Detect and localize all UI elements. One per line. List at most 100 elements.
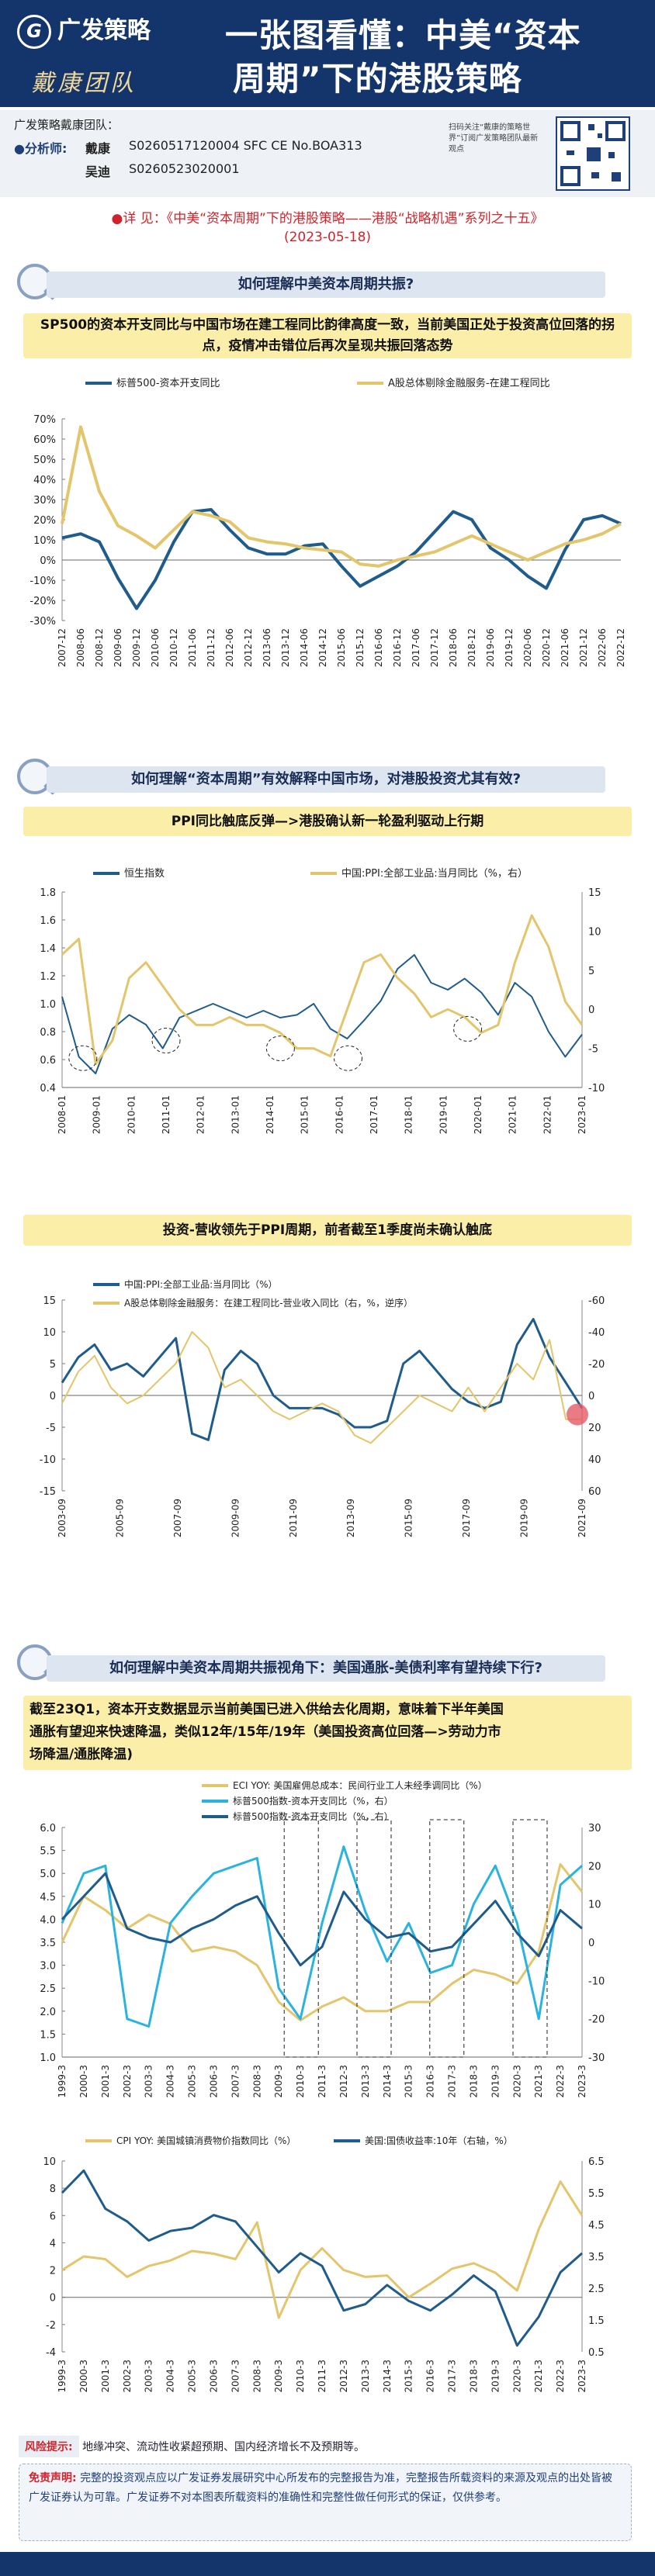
x-tick-label: 2023-3 (577, 2065, 587, 2098)
y-tick-label: 5.5 (40, 1846, 56, 1858)
x-tick-label: 2010-06 (150, 628, 161, 667)
x-tick-label: 2003-3 (144, 2360, 154, 2393)
legend-label: 标普500指数-资本开支同比（%，右） (233, 1795, 393, 1807)
analyst2-id: S0260523020001 (129, 161, 240, 176)
analyst2-name: 吴迪 (85, 164, 111, 179)
x-tick-label: 2008-06 (75, 628, 86, 667)
x-tick-label: 2009-12 (131, 628, 142, 667)
analyst-role-label: ●分析师: (14, 141, 68, 156)
risk-label: 风险提示: (19, 2436, 79, 2457)
trough-marker (151, 1028, 181, 1054)
x-tick-label: 2011-09 (288, 1499, 299, 1537)
y-right-tick-label: -5 (588, 1044, 598, 1056)
x-tick-label: 2022-3 (555, 2360, 566, 2393)
x-tick-label: 2013-01 (230, 1095, 241, 1134)
y-right-tick-label: -20 (588, 2014, 605, 2026)
section-3-band: 投资-营收领先于PPI周期，前者截至1季度尚未确认触底 (23, 1215, 632, 1246)
y-tick-label: 1.0 (40, 999, 56, 1011)
x-tick-label: 2012-3 (338, 2360, 349, 2393)
y-tick-label: 8 (50, 2184, 56, 2195)
x-tick-label: 2010-3 (295, 2360, 306, 2393)
section-2-band: PPI同比触底反弹—>港股确认新一轮盈利驱动上行期 (23, 807, 632, 836)
y-tick-label: 1.0 (40, 2052, 56, 2064)
x-tick-label: 2017-06 (411, 628, 421, 667)
disclaimer-text: 完整的投资观点应以广发证券发展研究中心所发布的完整报告为准，完整报告所载资料的来… (29, 2472, 613, 2504)
x-tick-label: 2005-3 (187, 2360, 198, 2393)
x-tick-label: 2009-3 (273, 2065, 284, 2098)
header-banner: G 广发策略 戴康团队 一张图看懂：中美“资本 周期”下的港股策略 (0, 0, 655, 107)
trough-marker (265, 1036, 295, 1062)
series-line (61, 914, 584, 1066)
x-tick-label: 2012-06 (224, 628, 235, 667)
x-tick-label: 2020-3 (511, 2360, 522, 2393)
x-tick-label: 2008-01 (57, 1095, 68, 1134)
title-line-2: 周期”下的港股策略 (233, 60, 522, 98)
x-tick-label: 2015-12 (355, 628, 366, 667)
y-tick-label: -20% (29, 596, 56, 607)
y-right-tick-label: 3.5 (588, 2252, 605, 2263)
y-right-tick-label: -60 (588, 1295, 605, 1307)
chart-hsi-ppi: 恒生指数 中国:PPI:全部工业品:当月同比（%，右） 1.8 1.6 1.4 1.2 1.… (40, 867, 605, 1134)
y-tick-label: 4.0 (40, 1914, 56, 1926)
x-tick-label: 2000-3 (78, 2360, 89, 2393)
reference: ●详 见：《中美“资本周期”下的港股策略——港股“战略机遇”系列之十五》 (20… (0, 209, 655, 247)
y-right-tick-label: 20 (588, 1861, 601, 1872)
y-right-tick-label: 10 (588, 926, 601, 938)
y-tick-label: 4 (50, 2238, 56, 2249)
series-line (61, 508, 622, 610)
x-tick-label: 2009-3 (273, 2360, 284, 2393)
y-right-tick-label: -10 (588, 1976, 605, 1987)
y-tick-label: -4 (46, 2347, 56, 2359)
reference-line-1[interactable]: ●详 见：《中美“资本周期”下的港股策略——港股“战略机遇”系列之十五》 (111, 211, 544, 226)
x-tick-label: 2020-01 (473, 1095, 483, 1134)
series-line (61, 1872, 583, 1967)
x-tick-label: 2016-01 (334, 1095, 345, 1134)
x-tick-label: 2019-09 (519, 1499, 530, 1537)
x-tick-label: 2001-3 (100, 2360, 111, 2393)
series-line (61, 2180, 584, 2319)
y-tick-label: 1.5 (40, 2029, 56, 2041)
x-tick-label: 2021-12 (578, 628, 589, 667)
y-right-tick-label: 5.5 (588, 2188, 605, 2200)
y-right-tick-label: -30 (588, 2052, 605, 2064)
x-tick-label: 2011-06 (187, 628, 198, 667)
trough-marker (453, 1015, 483, 1042)
x-tick-label: 2003-3 (144, 2065, 154, 2098)
y-tick-label: 0.8 (40, 1027, 56, 1039)
footer-bar (0, 2552, 655, 2576)
section-4-band-line-2: 通胀有望迎来快速降温，类似12年/15年/19年（美国投资高位回落—>劳动力市 (29, 1724, 501, 1740)
x-tick-label: 1999-3 (57, 2065, 68, 2098)
series-line (61, 425, 622, 568)
x-tick-label: 2006-3 (208, 2065, 219, 2098)
trough-marker (68, 1045, 98, 1071)
x-tick-label: 2018-3 (468, 2360, 479, 2393)
x-tick-label: 2021-01 (508, 1095, 518, 1134)
x-tick-label: 2009-09 (230, 1499, 241, 1537)
legend-label: A股总体剔除金融服务-在建工程同比 (388, 377, 550, 389)
legend-label: CPI YOY: 美国城镇消费物价指数同比（%） (116, 2135, 296, 2146)
x-tick-label: 2011-3 (317, 2065, 328, 2098)
legend-label: A股总体剔除金融服务：在建工程同比-营业收入同比（右，%，逆序） (124, 1297, 413, 1309)
brand-name: 广发策略 (57, 17, 151, 44)
page-title: 一张图看懂：中美“资本 周期”下的港股策略 (225, 14, 581, 101)
x-tick-label: 2020-12 (541, 628, 552, 667)
y-tick-label: 5 (50, 1359, 56, 1371)
x-tick-label: 2017-3 (447, 2065, 458, 2098)
y-tick-label: 0% (40, 555, 56, 567)
x-tick-label: 2019-3 (490, 2360, 501, 2393)
trough-marker (334, 1045, 362, 1071)
qr-code[interactable] (556, 116, 630, 191)
x-tick-label: 2005-3 (187, 2065, 198, 2098)
y-tick-label: 4.5 (40, 1892, 56, 1903)
x-tick-label: 2022-01 (542, 1095, 553, 1134)
x-tick-label: 2020-06 (522, 628, 533, 667)
title-line-1: 一张图看懂：中美“资本 (225, 16, 581, 54)
legend-label: 中国:PPI:全部工业品:当月同比（%，右） (341, 867, 528, 880)
x-tick-label: 2008-3 (251, 2065, 262, 2098)
section-2-title: 如何理解“资本周期”有效解释中国市场，对港股投资尤其有效? (47, 766, 605, 793)
x-tick-label: 2008-12 (94, 628, 105, 667)
x-tick-label: 2001-3 (100, 2065, 111, 2098)
y-tick-label: 0 (50, 2293, 56, 2305)
y-tick-label: 10 (43, 2156, 56, 2168)
series-line (61, 954, 583, 1074)
